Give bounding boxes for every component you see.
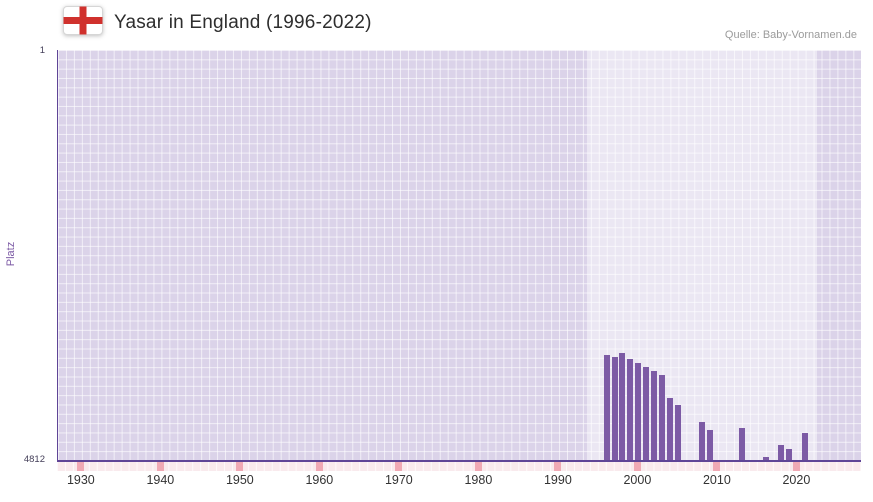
x-axis-tick-label: 2010	[702, 473, 731, 487]
x-axis-line	[57, 460, 861, 462]
x-axis-tick-label: 1930	[66, 473, 95, 487]
x-axis-tick-label: 1940	[146, 473, 175, 487]
bar-2016	[762, 457, 769, 461]
x-axis-tick-marker	[792, 462, 800, 471]
bar-2004	[667, 398, 674, 461]
x-axis-tick-label: 1980	[464, 473, 493, 487]
x-axis-tick-label: 2020	[782, 473, 811, 487]
y-axis-label: Platz	[5, 241, 17, 267]
bar-2002	[651, 371, 658, 461]
x-axis-tick-label: 1960	[305, 473, 334, 487]
bar-1999	[627, 359, 634, 461]
bar-2013	[738, 428, 745, 461]
bar-2021	[802, 432, 809, 461]
y-axis-tick-top: 1	[39, 45, 45, 56]
x-axis-tick-marker	[395, 462, 403, 471]
x-axis-tick-label: 1990	[543, 473, 572, 487]
plot-area	[57, 50, 861, 461]
bar-2008	[698, 422, 705, 461]
x-axis-tick-marker	[474, 462, 482, 471]
bar-1997	[611, 357, 618, 461]
bar-1998	[619, 353, 626, 461]
x-axis-tick-label: 2000	[623, 473, 652, 487]
bar-1996	[603, 354, 610, 461]
x-axis-tick-marker	[633, 462, 641, 471]
bar-2019	[786, 448, 793, 461]
bar-2009	[706, 430, 713, 461]
source-attribution: Quelle: Baby-Vornamen.de	[724, 29, 857, 41]
x-axis-strip	[57, 462, 861, 471]
x-axis-tick-marker	[315, 462, 323, 471]
bar-2000	[635, 363, 642, 461]
bar-2003	[659, 375, 666, 461]
x-axis-tick-marker	[236, 462, 244, 471]
england-flag-icon	[63, 6, 103, 35]
x-axis-tick-label: 1950	[225, 473, 254, 487]
bar-2005	[675, 405, 682, 461]
bar-2018	[778, 444, 785, 461]
x-axis-tick-label: 1970	[384, 473, 413, 487]
x-axis-tick-marker	[77, 462, 85, 471]
y-axis-tick-bottom: 4812	[23, 454, 45, 465]
x-axis-tick-marker	[554, 462, 562, 471]
bar-2001	[643, 366, 650, 461]
x-axis-tick-marker	[156, 462, 164, 471]
chart-title: Yasar in England (1996-2022)	[114, 12, 372, 33]
x-axis-tick-marker	[713, 462, 721, 471]
